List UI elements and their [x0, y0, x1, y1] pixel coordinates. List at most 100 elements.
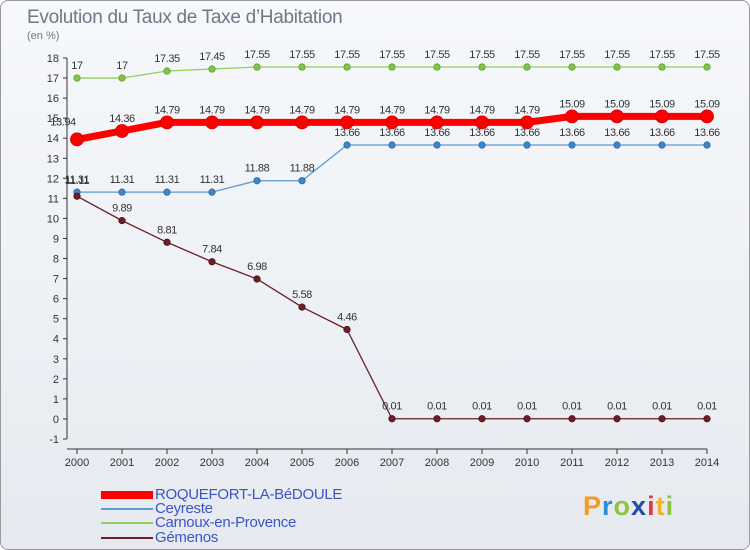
data-label: 17.55: [379, 49, 405, 61]
x-tick-label: 2002: [155, 457, 179, 469]
data-label: 0.01: [607, 401, 627, 413]
data-label: 17.55: [559, 49, 585, 61]
data-label: 0.01: [427, 401, 447, 413]
data-label: 17.55: [424, 49, 450, 61]
y-tick-label: 3: [53, 354, 59, 366]
x-tick-label: 2011: [560, 457, 584, 469]
data-label: 11.31: [65, 174, 90, 186]
data-label: 14.79: [289, 104, 315, 116]
data-point: [430, 115, 444, 130]
y-tick-label: 7: [53, 274, 59, 286]
data-point: [613, 415, 621, 423]
data-point: [385, 115, 399, 130]
data-point: [205, 115, 219, 130]
data-point: [523, 63, 531, 71]
data-label: 17.55: [469, 49, 495, 61]
data-point: [343, 325, 351, 334]
y-tick-label: 5: [53, 314, 59, 326]
data-label: 17.45: [199, 51, 225, 63]
data-label: 14.79: [424, 104, 450, 116]
data-point: [163, 188, 171, 196]
data-label: 8.81: [157, 224, 177, 236]
data-label: 17.55: [514, 49, 540, 61]
data-label: 13.66: [424, 127, 450, 139]
x-tick-label: 2007: [380, 457, 404, 469]
data-point: [253, 63, 261, 71]
brand-letter: x: [631, 491, 648, 521]
y-tick-label: 18: [47, 53, 59, 65]
data-point: [163, 67, 171, 75]
chart-unit: (en %): [27, 30, 60, 42]
brand-letter: P: [583, 491, 603, 521]
data-point: [340, 115, 354, 130]
x-tick-label: 2013: [650, 457, 674, 469]
data-point: [208, 188, 216, 196]
x-tick-label: 2010: [515, 457, 539, 469]
data-point: [520, 115, 534, 130]
data-point: [388, 415, 396, 423]
legend-label: Gémenos: [155, 529, 218, 546]
data-label: 11.31: [200, 174, 225, 186]
x-tick-label: 2000: [65, 457, 89, 469]
data-label: 17: [116, 60, 128, 72]
data-label: 0.01: [697, 401, 717, 413]
legend-swatch: [101, 491, 153, 499]
data-point: [610, 109, 624, 124]
data-point: [118, 74, 126, 82]
data-label: 14.36: [109, 113, 135, 125]
data-label: 0.01: [472, 401, 492, 413]
y-tick-label: 17: [47, 73, 59, 85]
data-point: [118, 217, 126, 225]
x-tick-label: 2008: [425, 457, 449, 469]
data-label: 11.88: [245, 163, 270, 175]
y-tick-label: 15: [47, 113, 59, 125]
y-tick-label: 2: [53, 374, 59, 386]
data-label: 17.55: [649, 49, 675, 61]
data-label: 14.79: [469, 104, 495, 116]
data-point: [253, 177, 261, 185]
data-label: 17.55: [244, 49, 270, 61]
data-label: 15.09: [559, 98, 585, 110]
x-tick-label: 2003: [200, 457, 224, 469]
brand-letter: i: [665, 491, 675, 521]
data-label: 0.01: [652, 401, 672, 413]
data-label: 14.79: [244, 104, 270, 116]
y-tick-label: -1: [49, 434, 59, 446]
data-point: [568, 415, 576, 423]
data-label: 15.09: [649, 98, 675, 110]
data-label: 6.98: [247, 261, 267, 273]
x-tick-label: 2001: [110, 457, 134, 469]
data-label: 0.01: [382, 401, 402, 413]
data-label: 11.31: [155, 174, 180, 186]
data-point: [565, 109, 579, 124]
data-point: [700, 109, 714, 124]
data-point: [568, 141, 576, 149]
data-label: 13.66: [469, 127, 495, 139]
data-label: 13.66: [379, 127, 405, 139]
y-tick-label: 6: [53, 294, 59, 306]
data-label: 17.35: [154, 53, 180, 65]
data-point: [523, 415, 531, 423]
data-point: [253, 275, 261, 283]
data-label: 17.55: [694, 49, 720, 61]
data-point: [115, 124, 129, 138]
data-label: 14.79: [514, 104, 540, 116]
data-point: [478, 63, 486, 71]
data-point: [298, 303, 306, 311]
data-point: [388, 141, 396, 149]
data-point: [655, 109, 669, 124]
data-label: 11.11: [65, 175, 89, 187]
data-point: [70, 132, 84, 147]
data-label: 14.79: [154, 104, 180, 116]
data-label: 14.79: [199, 104, 225, 116]
data-label: 7.84: [202, 244, 222, 256]
data-point: [208, 258, 216, 266]
data-point: [208, 65, 216, 73]
legend-label: Ceyreste: [155, 500, 213, 517]
data-label: 13.66: [694, 127, 720, 139]
x-tick-label: 2009: [470, 457, 494, 469]
legend-swatch: [101, 537, 153, 539]
data-point: [478, 415, 486, 423]
data-point: [295, 115, 309, 130]
